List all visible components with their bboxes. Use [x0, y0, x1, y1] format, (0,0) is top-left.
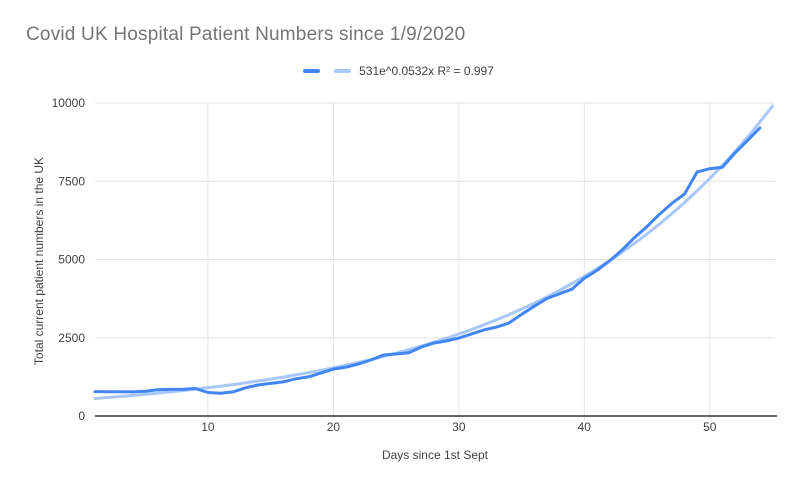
chart-legend: 531e^0.0532x R² = 0.997 — [0, 63, 797, 79]
y-tick-label: 0 — [78, 409, 85, 423]
legend-trendline-label: 531e^0.0532x R² = 0.997 — [359, 64, 494, 78]
chart-title: Covid UK Hospital Patient Numbers since … — [26, 24, 466, 45]
x-tick-label: 10 — [201, 420, 215, 434]
x-tick-label: 40 — [578, 420, 592, 434]
y-tick-label: 10000 — [52, 96, 86, 110]
legend-swatch-trendline — [334, 69, 352, 73]
legend-swatch-series — [303, 69, 321, 73]
x-tick-label: 30 — [452, 420, 466, 434]
x-tick-label: 20 — [327, 420, 341, 434]
y-tick-label: 5000 — [58, 253, 85, 267]
y-tick-label: 2500 — [58, 331, 85, 345]
x-axis-title: Days since 1st Sept — [381, 448, 489, 462]
series-path — [93, 126, 762, 395]
trendline-path — [93, 104, 774, 400]
x-tick-label: 50 — [703, 420, 717, 434]
y-tick-label: 7500 — [58, 174, 85, 188]
